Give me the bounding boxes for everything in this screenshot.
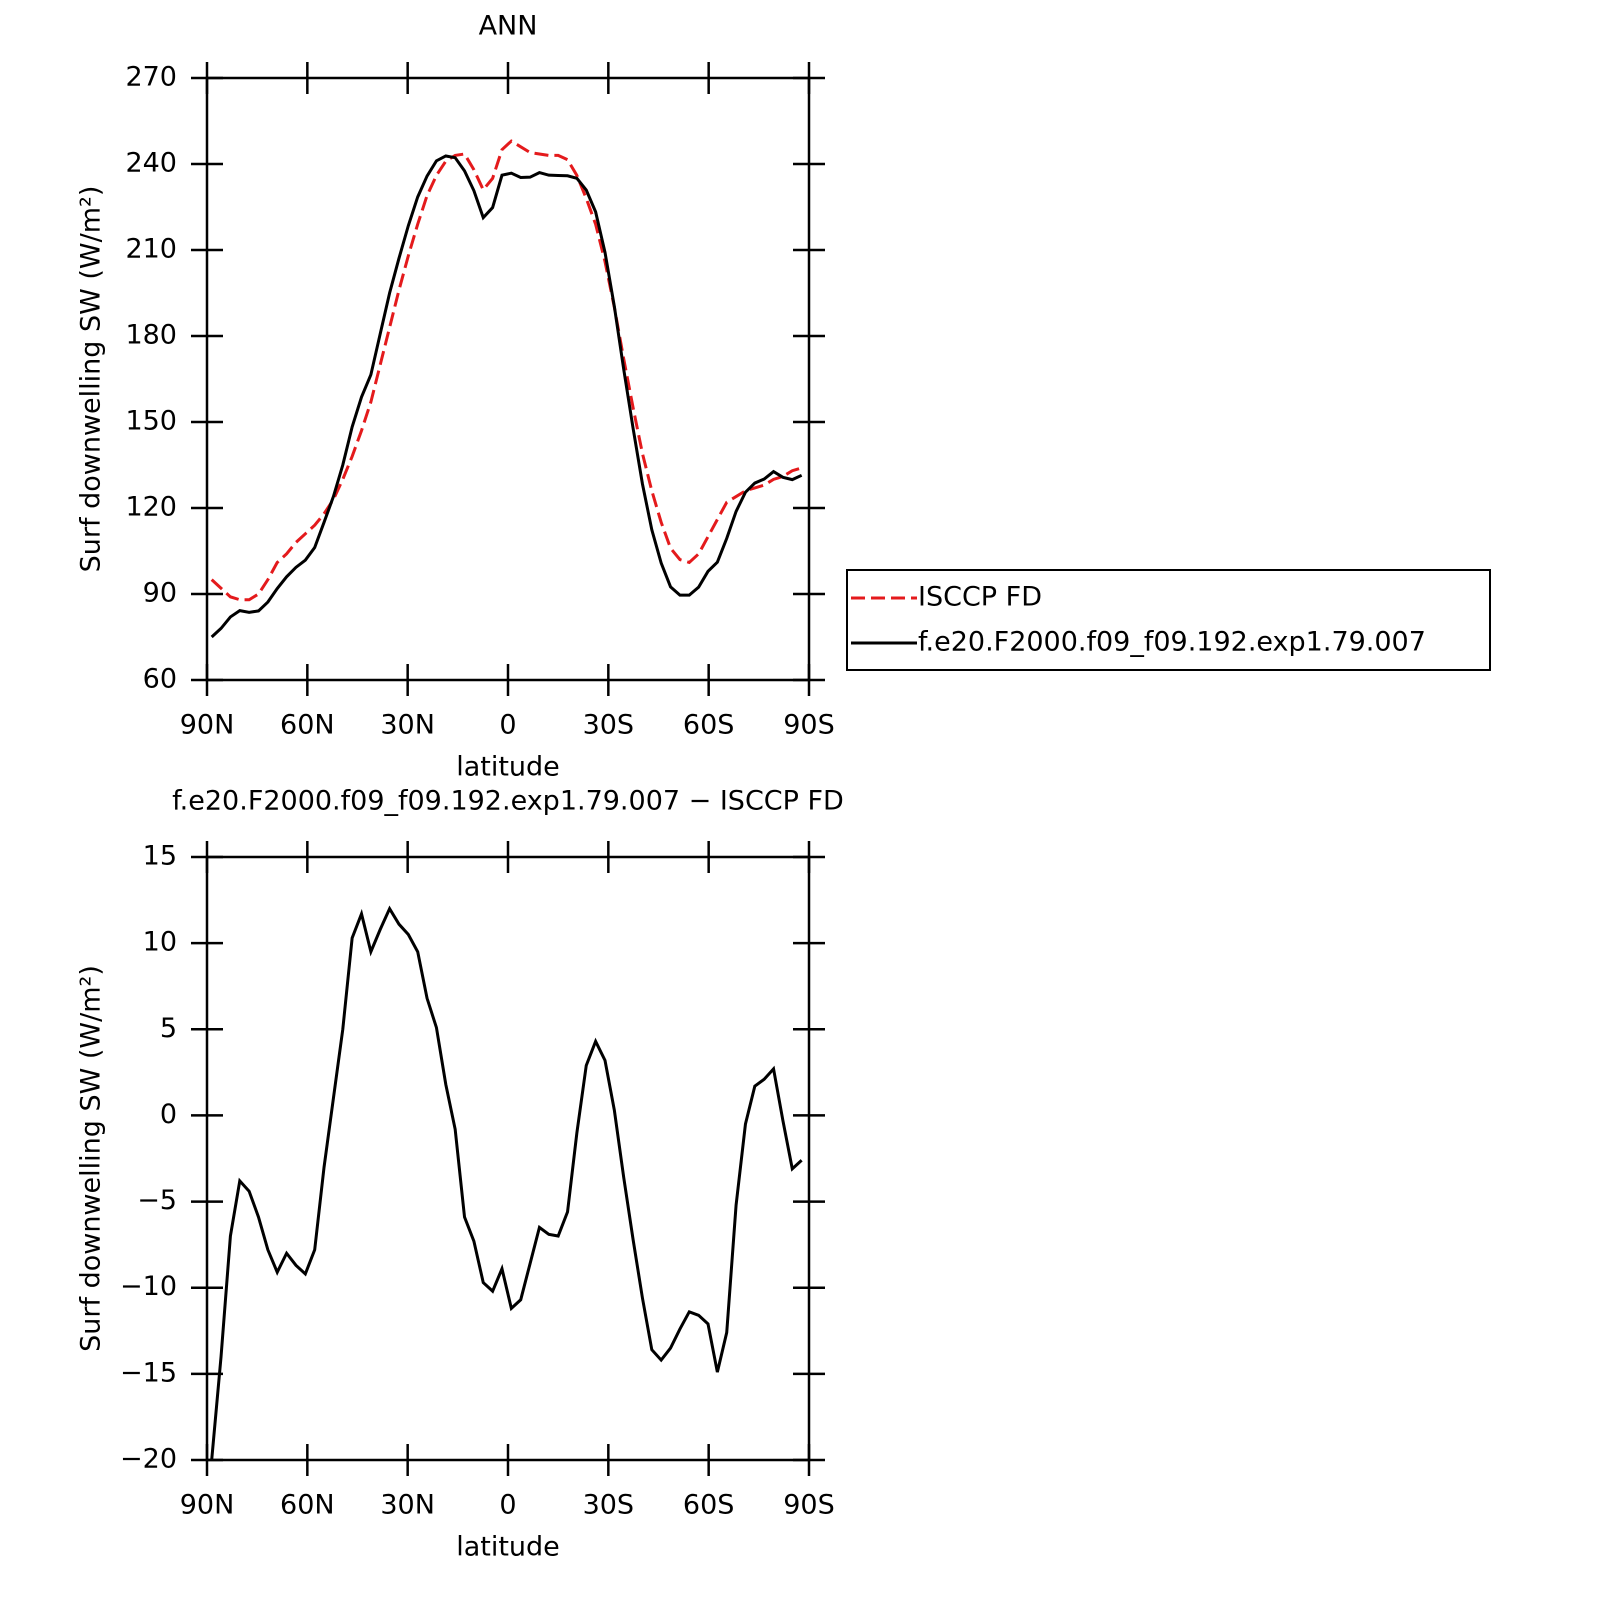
y-tick-label: 60 [143,664,177,695]
y-tick-label: 5 [160,1013,177,1044]
y-tick-label: 90 [143,578,177,609]
x-tick-label: 60N [280,710,335,741]
x-axis-label: latitude [456,752,560,783]
x-tick-label: 90N [180,1490,235,1521]
y-tick-label: 10 [143,927,177,958]
y-tick-label: −10 [120,1271,177,1302]
y-tick-label: −15 [120,1357,177,1388]
x-tick-label: 90N [180,710,235,741]
y-tick-label: 240 [125,148,177,179]
x-tick-label: 90S [783,1490,835,1521]
y-tick-label: 180 [125,320,177,351]
x-tick-label: 60S [683,710,735,741]
x-tick-label: 0 [499,710,516,741]
plot-frame [205,855,811,1462]
x-tick-label: 30N [380,710,435,741]
y-tick-label: 150 [125,406,177,437]
x-tick-label: 90S [783,710,835,741]
y-tick-label: −5 [137,1185,177,1216]
x-tick-label: 60S [683,1490,735,1521]
x-tick-label: 30S [583,1490,635,1521]
data-line [210,139,803,602]
x-tick-label: 0 [499,1490,516,1521]
plot-frame [205,76,811,682]
legend-label: f.e20.F2000.f09_f09.192.exp1.79.007 [918,627,1426,658]
y-axis-label: Surf downwelling SW (W/m²) [76,186,107,573]
y-tick-label: 120 [125,492,177,523]
chart-title: ANN [479,11,538,42]
legend-label: ISCCP FD [918,582,1042,613]
x-tick-label: 30N [380,1490,435,1521]
y-axis-label: Surf downwelling SW (W/m²) [76,965,107,1352]
chart-title: f.e20.F2000.f09_f09.192.exp1.79.007 − IS… [172,786,844,817]
data-line [210,154,803,639]
y-tick-label: −20 [120,1444,177,1475]
y-tick-label: 270 [125,62,177,93]
x-tick-label: 30S [583,710,635,741]
y-tick-label: 15 [143,841,177,872]
y-tick-label: 210 [125,234,177,265]
x-axis-label: latitude [456,1532,560,1563]
data-line [210,905,803,1461]
y-tick-label: 0 [160,1099,177,1130]
legend-box [846,569,1491,671]
x-tick-label: 60N [280,1490,335,1521]
